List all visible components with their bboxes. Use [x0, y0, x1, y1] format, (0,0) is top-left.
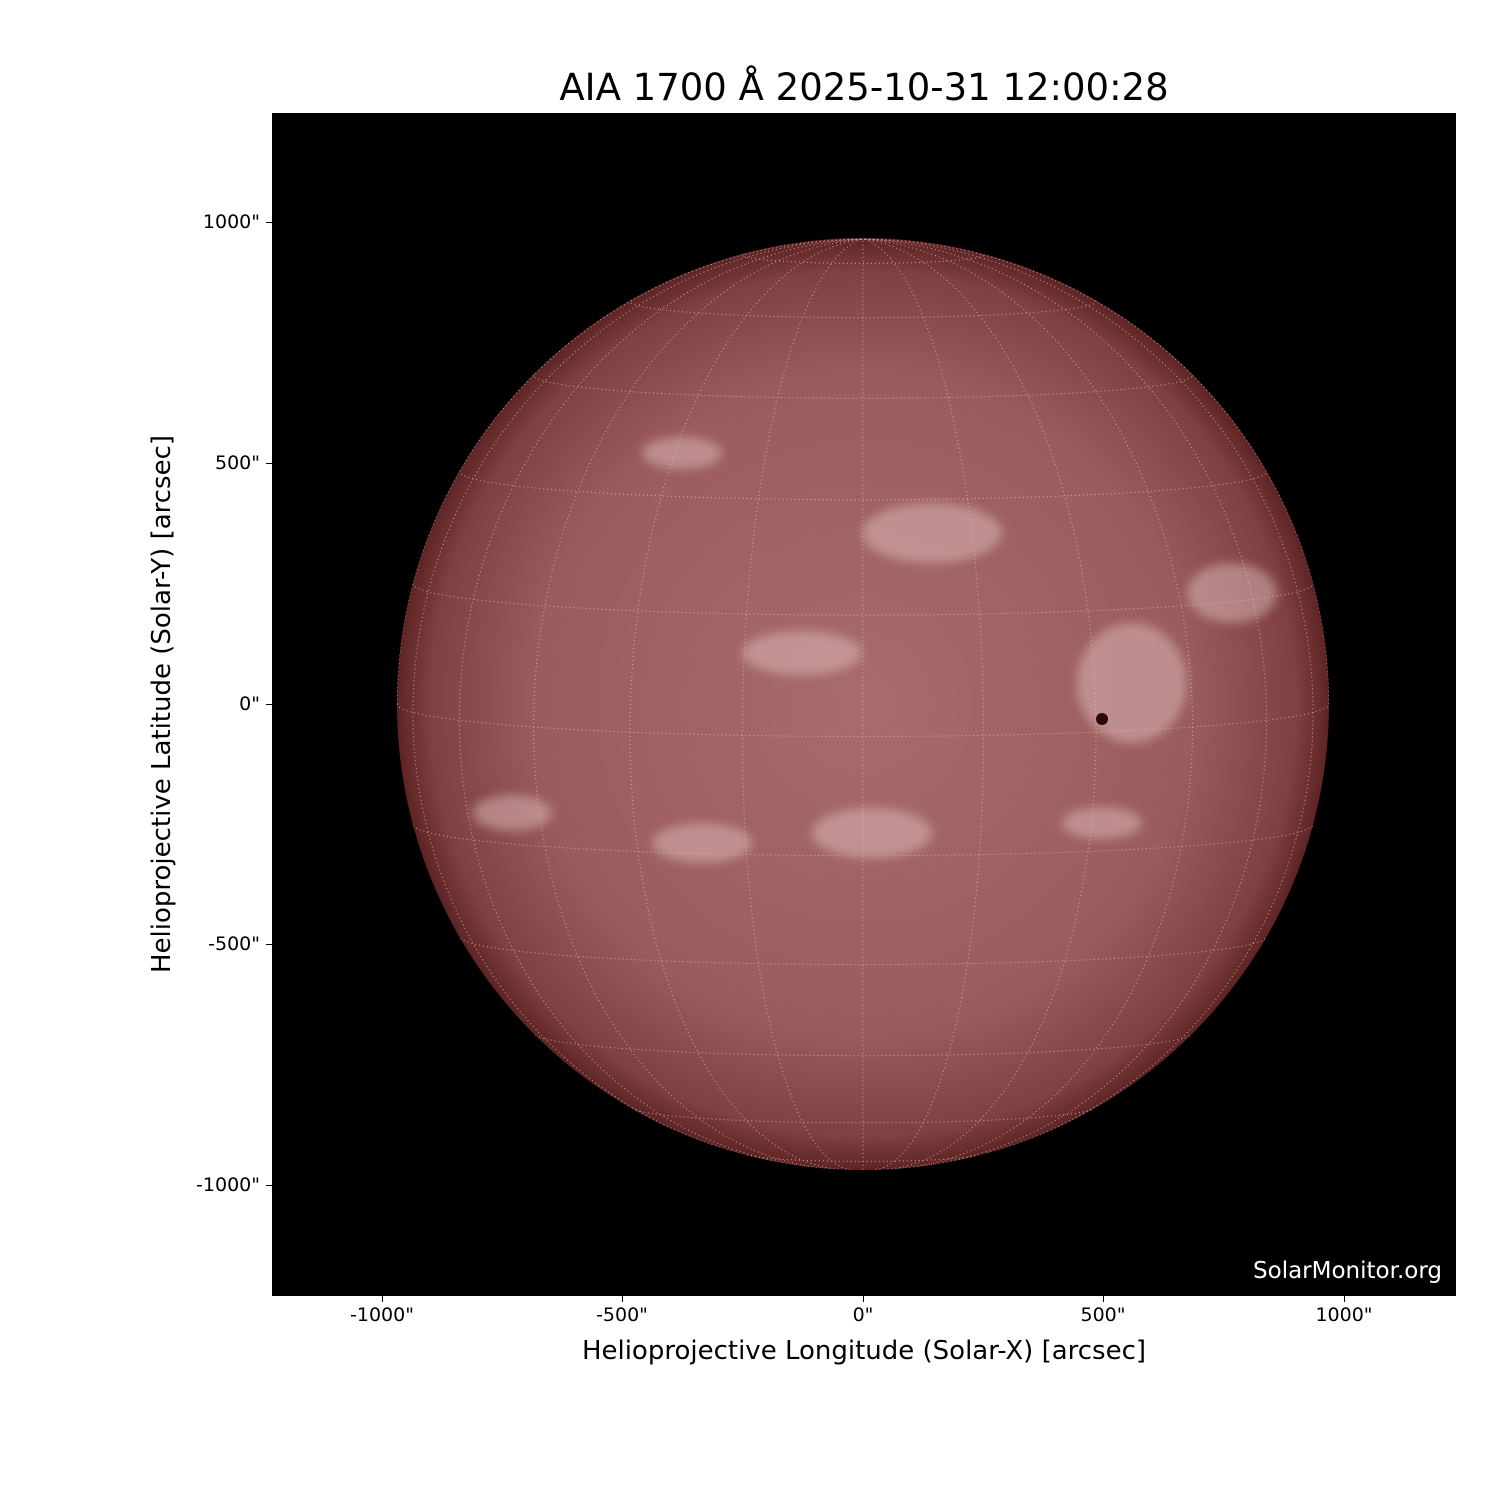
watermark: SolarMonitor.org: [1253, 1258, 1442, 1284]
sunspot: [1096, 713, 1108, 725]
x-tick-mark: [863, 1296, 864, 1302]
x-tick-mark: [622, 1296, 623, 1302]
x-tick-label: 500": [1080, 1304, 1126, 1326]
plage-regions: [472, 437, 1277, 863]
y-tick-mark: [266, 463, 272, 464]
x-tick-label: -1000": [350, 1304, 414, 1326]
sun-disk: [397, 238, 1329, 1170]
grid-line: [741, 253, 985, 264]
grid-line: [862, 238, 1268, 1168]
x-tick-mark: [1344, 1296, 1345, 1302]
y-tick-label: 500": [214, 452, 260, 474]
x-axis-label: Helioprojective Longitude (Solar-X) [arc…: [581, 1336, 1147, 1366]
y-tick-label: 0": [239, 693, 260, 715]
grid-line: [862, 238, 1097, 1170]
x-tick-label: 0": [852, 1304, 874, 1326]
y-axis-label: Helioprojective Latitude (Solar-Y) [arcs…: [147, 434, 177, 974]
heliographic-grid: [397, 238, 1329, 1170]
y-tick-label: -1000": [196, 1174, 260, 1196]
y-tick-mark: [266, 944, 272, 945]
solar-image: SolarMonitor.org: [272, 113, 1456, 1296]
grid-line: [629, 238, 864, 1170]
y-tick-label: -500": [208, 933, 260, 955]
grid-line: [741, 238, 864, 1170]
grid-line: [412, 825, 1314, 857]
y-tick-label: 1000": [202, 211, 260, 233]
grid-line: [458, 238, 864, 1168]
x-tick-mark: [382, 1296, 383, 1302]
x-tick-label: -500": [596, 1304, 648, 1326]
grid-line: [412, 583, 1314, 616]
plot-title: AIA 1700 Å 2025-10-31 12:00:28: [559, 66, 1169, 109]
grid-line: [458, 470, 1268, 501]
y-tick-mark: [266, 1185, 272, 1186]
grid-line: [862, 238, 985, 1170]
y-tick-mark: [266, 704, 272, 705]
grid-line: [746, 1154, 980, 1162]
y-tick-mark: [266, 222, 272, 223]
x-tick-mark: [1103, 1296, 1104, 1302]
grid-line: [460, 938, 1266, 966]
x-tick-label: 1000": [1315, 1304, 1373, 1326]
